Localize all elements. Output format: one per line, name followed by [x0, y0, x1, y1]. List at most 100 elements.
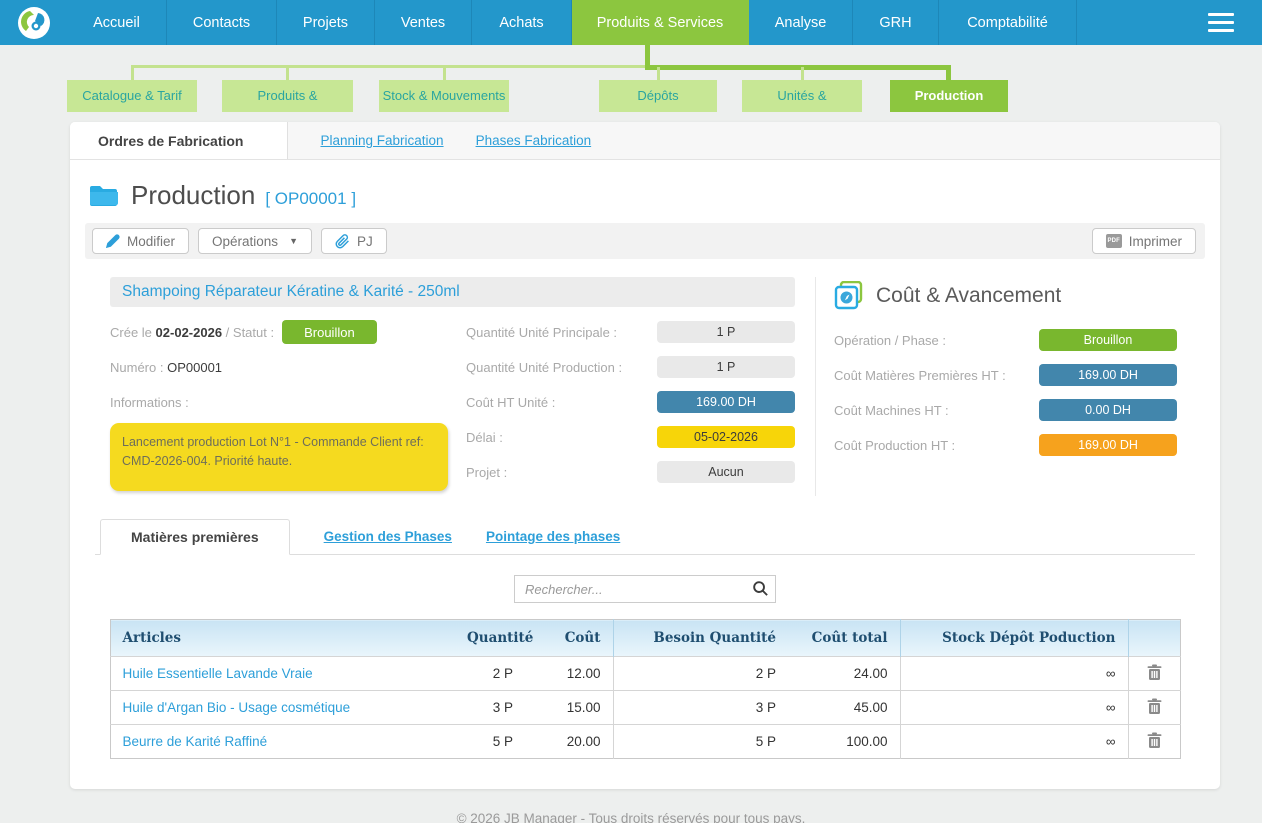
cell-cout: 20.00 [525, 724, 613, 759]
connector-line [801, 67, 804, 80]
connector-line [645, 45, 650, 68]
hamburger-menu-icon[interactable] [1208, 0, 1234, 45]
connector-line [286, 67, 289, 80]
footer-copyright: © 2026 JB Manager - Tous droits réservés… [456, 811, 806, 823]
col-articles: Articles [110, 619, 455, 657]
col-quantite: Quantité [455, 619, 533, 657]
cell-besoin: 5 P [612, 724, 788, 759]
nav-item-comptabilite[interactable]: Comptabilité [939, 0, 1077, 45]
col-stock-depot: Stock Dépôt Poduction [899, 619, 1128, 657]
main-card: Ordres de Fabrication Planning Fabricati… [70, 122, 1220, 789]
nav-item-grh[interactable]: GRH [853, 0, 939, 45]
col-cout-total: Coût total [788, 619, 900, 657]
nav-item-accueil[interactable]: Accueil [67, 0, 167, 45]
cout-production-value: 169.00 DH [1039, 434, 1177, 456]
cost-panel-title: Coût & Avancement [876, 284, 1062, 307]
delete-row-button[interactable] [1147, 698, 1162, 718]
order-detail-left: Shampoing Réparateur Kératine & Karité -… [95, 277, 815, 496]
statut-label: / Statut : [225, 324, 275, 340]
subnav-item-production[interactable]: Production [890, 80, 1008, 112]
tab-pointage-des-phases[interactable]: Pointage des phases [485, 529, 621, 544]
qty-principale-value: 1 P [657, 321, 795, 343]
toolbar: Modifier Opérations ▼ PJ PDF Imprimer [85, 223, 1205, 259]
delai-value: 05-02-2026 [657, 426, 795, 448]
app-logo[interactable] [0, 0, 67, 45]
connector-line [657, 67, 660, 80]
search-input[interactable] [514, 575, 776, 603]
order-number: OP00001 [167, 359, 223, 375]
pj-label: PJ [356, 233, 373, 249]
subnav-item-catalogue-tarif[interactable]: Catalogue & Tarif [67, 80, 197, 112]
pdf-icon: PDF [1105, 234, 1122, 248]
search-row [85, 575, 1205, 603]
article-link[interactable]: Huile Essentielle Lavande Vraie [122, 666, 313, 681]
nav-item-analyse[interactable]: Analyse [749, 0, 853, 45]
attachments-button[interactable]: PJ [320, 228, 387, 254]
trash-icon [1147, 698, 1161, 714]
delai-label: Délai : [466, 429, 503, 445]
subnav-item-unites-conversions[interactable]: Unités & conversions [742, 80, 862, 135]
cell-stock: ∞ [899, 656, 1128, 691]
nav-item-ventes[interactable]: Ventes [375, 0, 472, 45]
search-icon[interactable] [752, 580, 769, 602]
paperclip-icon [335, 233, 349, 248]
col-actions [1127, 619, 1180, 657]
module-subnav: Catalogue & Tarif Produits & Commandes S… [0, 45, 1262, 135]
trash-icon [1147, 732, 1161, 748]
product-name-bar: Shampoing Réparateur Kératine & Karité -… [110, 277, 795, 307]
delete-row-button[interactable] [1147, 664, 1162, 684]
tab-phases-fabrication[interactable]: Phases Fabrication [475, 133, 592, 148]
nav-item-produits-services[interactable]: Produits & Services [572, 0, 749, 45]
table-header-row: Articles Quantité Coût Besoin Quantité C… [110, 619, 1180, 657]
tab-planning-fabrication[interactable]: Planning Fabrication [320, 133, 444, 148]
article-link[interactable]: Beurre de Karité Raffiné [122, 734, 268, 749]
projet-label: Projet : [466, 464, 508, 480]
tab-ordres-de-fabrication[interactable]: Ordres de Fabrication [70, 122, 289, 159]
top-navigation: Accueil Contacts Projets Ventes Achats P… [0, 0, 1262, 45]
modify-button-label: Modifier [127, 233, 176, 249]
operations-label: Opérations [212, 233, 279, 249]
chevron-down-icon: ▼ [289, 236, 298, 246]
cell-quantite: 5 P [455, 724, 525, 759]
table-row: Huile d'Argan Bio - Usage cosmétique 3 P… [110, 690, 1180, 725]
modify-button[interactable]: Modifier [92, 228, 190, 254]
table-row: Huile Essentielle Lavande Vraie 2 P 12.0… [110, 656, 1180, 691]
operation-phase-label: Opération / Phase : [834, 332, 947, 348]
nav-item-achats[interactable]: Achats [472, 0, 572, 45]
nav-item-contacts[interactable]: Contacts [167, 0, 277, 45]
nav-item-projets[interactable]: Projets [277, 0, 375, 45]
materials-tabstrip: Matières premières Gestion des Phases Po… [95, 518, 1195, 555]
subnav-item-stock-mouvements[interactable]: Stock & Mouvements [379, 80, 509, 112]
tab-gestion-des-phases[interactable]: Gestion des Phases [323, 529, 452, 544]
cost-panel: Coût & Avancement Opération / Phase : Br… [815, 277, 1195, 496]
informations-label: Informations : [110, 394, 189, 410]
cell-cout-total: 100.00 [788, 724, 900, 759]
cell-quantite: 2 P [455, 656, 525, 691]
operations-dropdown[interactable]: Opérations ▼ [198, 228, 312, 254]
cout-matieres-label: Coût Matières Premières HT : [834, 367, 1006, 383]
cell-stock: ∞ [899, 690, 1128, 725]
qty-production-label: Quantité Unité Production : [466, 359, 623, 375]
cell-cout-total: 45.00 [788, 690, 900, 725]
created-date: 02-02-2026 [155, 324, 223, 340]
cell-besoin: 3 P [612, 690, 788, 725]
col-besoin-quantite: Besoin Quantité [612, 619, 788, 657]
cost-panel-icon [834, 281, 863, 310]
cell-stock: ∞ [899, 724, 1128, 759]
cout-machines-value: 0.00 DH [1039, 399, 1177, 421]
folder-icon [90, 185, 118, 206]
table-row: Beurre de Karité Raffiné 5 P 20.00 5 P 1… [110, 724, 1180, 759]
delete-row-button[interactable] [1147, 732, 1162, 752]
connector-line [645, 65, 951, 70]
operation-phase-value: Brouillon [1039, 329, 1177, 351]
tab-matieres-premieres[interactable]: Matières premières [100, 519, 290, 555]
subnav-item-produits-commandes[interactable]: Produits & Commandes [222, 80, 353, 135]
fabrication-tabstrip: Ordres de Fabrication Planning Fabricati… [70, 122, 1220, 160]
connector-line [443, 67, 446, 80]
article-link[interactable]: Huile d'Argan Bio - Usage cosmétique [122, 700, 351, 715]
projet-value: Aucun [657, 461, 795, 483]
order-reference: [ OP00001 ] [265, 188, 357, 208]
connector-line [946, 67, 951, 80]
print-button[interactable]: PDF Imprimer [1091, 228, 1196, 254]
subnav-item-depots[interactable]: Dépôts [599, 80, 717, 112]
